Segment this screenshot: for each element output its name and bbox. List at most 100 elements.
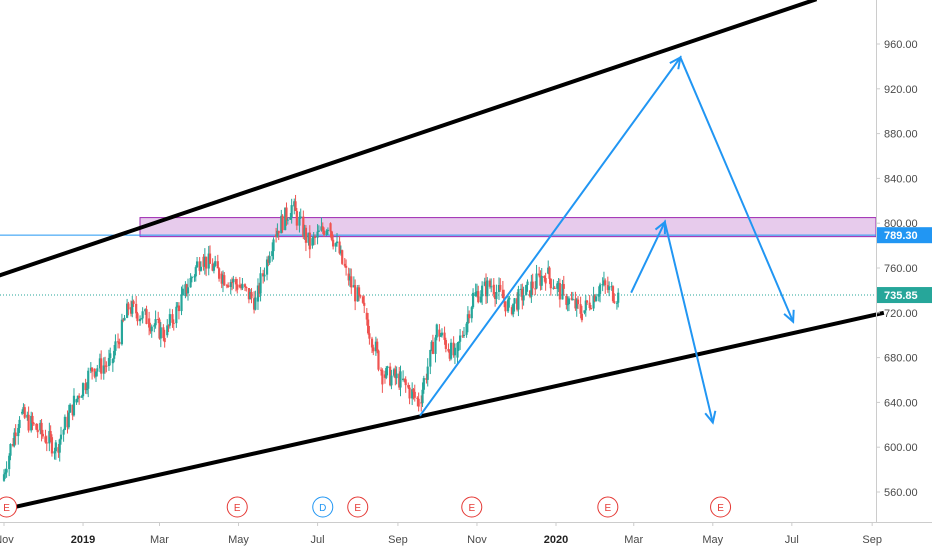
candle-body	[394, 369, 397, 379]
candle-body	[294, 201, 297, 211]
candle-body	[552, 287, 555, 289]
candle-body	[368, 333, 371, 339]
candle-body	[184, 284, 187, 296]
candle-body	[430, 341, 433, 351]
candle-body	[21, 411, 24, 414]
candle-body	[535, 273, 538, 289]
candle-body	[592, 295, 595, 309]
candle-body	[438, 329, 441, 337]
candle-body	[585, 300, 589, 303]
candle-body	[103, 365, 107, 367]
price-axis[interactable]: 960.00920.00880.00840.00800.00760.00720.…	[876, 0, 932, 522]
candle-body	[259, 273, 262, 294]
event-marker-circle	[710, 496, 732, 518]
candle-body	[322, 230, 326, 235]
candle-body	[136, 313, 139, 322]
candle-body	[131, 301, 134, 314]
candle-body	[335, 241, 339, 244]
candle-body	[262, 273, 265, 277]
candle-body	[35, 423, 38, 430]
candle-body	[91, 367, 94, 372]
candle-body	[2, 474, 6, 481]
candle-body	[481, 285, 484, 297]
candle-body	[116, 341, 120, 343]
candle-body	[268, 256, 271, 263]
candle-body	[198, 261, 201, 271]
price-tag: 789.30	[877, 227, 932, 244]
candle-body	[606, 285, 609, 290]
candle-body	[571, 298, 574, 300]
resistance-zone	[139, 217, 877, 238]
candle-body	[329, 223, 332, 232]
candle-body	[177, 305, 181, 312]
candle-body	[379, 369, 383, 371]
candle-body	[443, 332, 446, 340]
candle-body	[389, 366, 392, 386]
candle-body	[111, 358, 114, 364]
time-axis-label: Jul	[785, 534, 799, 546]
candle-body	[240, 287, 243, 289]
candle-body	[526, 281, 529, 286]
candle-body	[58, 439, 61, 453]
candle-body	[597, 293, 600, 297]
candle-body	[540, 275, 543, 286]
candle-body	[354, 285, 357, 302]
candle-body	[72, 395, 76, 416]
candle-body	[439, 335, 442, 337]
candle-body	[392, 369, 396, 376]
candle-body	[32, 423, 35, 425]
candle-body	[158, 319, 161, 339]
candle-body	[470, 307, 473, 319]
candle-body	[316, 231, 319, 238]
candle-body	[453, 347, 457, 356]
candle-body	[510, 307, 514, 315]
candle-body	[490, 286, 493, 288]
price-axis-label: 600.00	[884, 442, 918, 454]
candle-body	[447, 348, 450, 352]
candle-body	[416, 397, 419, 399]
candle-body	[539, 275, 542, 286]
candle-body	[372, 347, 375, 352]
price-axis-label: 920.00	[884, 84, 918, 96]
candle-body	[135, 303, 138, 314]
candle-body	[449, 342, 453, 359]
candle-body	[403, 378, 406, 380]
candle-body	[114, 341, 117, 351]
projection-arrow-main-arrowhead	[783, 309, 795, 324]
candle-body	[401, 378, 405, 380]
candle-body	[217, 268, 221, 279]
candle-body	[461, 335, 464, 337]
candle-body	[102, 365, 105, 374]
time-axis-label: May	[702, 534, 723, 546]
candle-body	[579, 304, 582, 314]
candle-body	[175, 306, 178, 324]
candle-body	[519, 288, 523, 290]
price-axis-label: 640.00	[884, 397, 918, 409]
candle-body	[76, 395, 79, 400]
candle-body	[580, 313, 584, 321]
candle-body	[280, 215, 283, 234]
candle-body	[548, 267, 551, 279]
candle-body	[544, 278, 547, 284]
candle-body	[49, 431, 52, 438]
event-marker-label: D	[319, 503, 326, 514]
candle-body	[57, 447, 60, 453]
candle-body	[138, 318, 142, 322]
candle-body	[166, 325, 169, 336]
time-axis[interactable]: Nov 2019 Mar May Jul Sep Nov 2020 Mar May Jul Sep	[0, 522, 932, 546]
candle-body	[534, 288, 537, 290]
candle-body	[595, 296, 598, 302]
candle-body	[615, 302, 619, 304]
candle-body	[199, 266, 203, 271]
candle-body	[386, 366, 389, 368]
candle-body	[459, 335, 462, 342]
candle-body	[118, 341, 121, 345]
event-marker-label: E	[468, 503, 475, 514]
channel-upper-line	[0, 0, 818, 278]
candle-body	[466, 314, 469, 324]
candle-body	[504, 301, 507, 312]
candles	[2, 194, 620, 482]
candle-body	[87, 370, 90, 389]
